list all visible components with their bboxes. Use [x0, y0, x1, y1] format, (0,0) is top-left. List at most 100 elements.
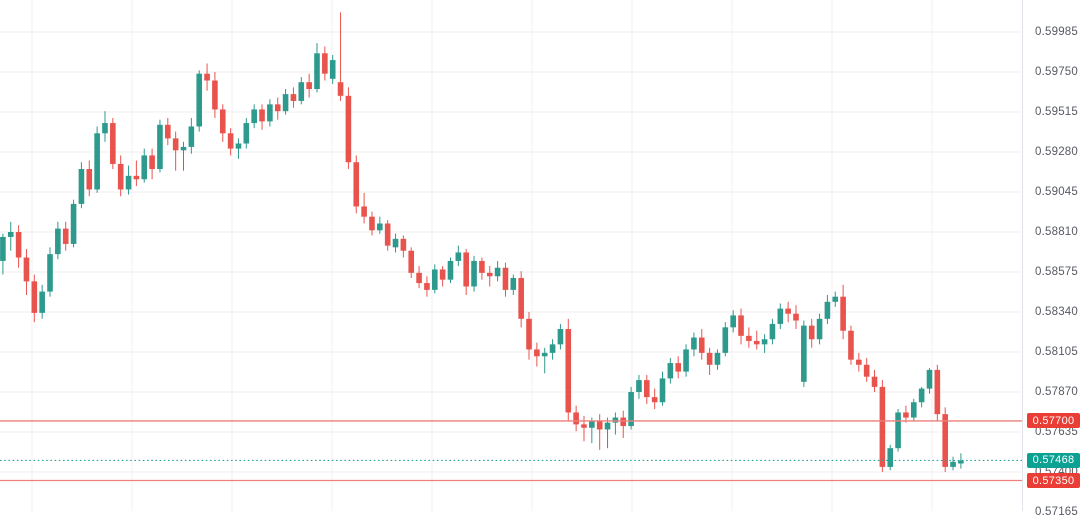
- price-axis-label: 0.57870: [1035, 385, 1078, 398]
- candle-body: [746, 335, 752, 341]
- candle-body: [502, 267, 509, 290]
- candle-body: [769, 323, 776, 340]
- last-price-badge: 0.57468: [1027, 452, 1080, 468]
- candle-body: [840, 296, 846, 331]
- candle-body: [259, 109, 265, 122]
- price-axis-label: 0.59750: [1035, 65, 1078, 78]
- price-axis-label: 0.58105: [1035, 345, 1078, 358]
- candle-body: [31, 281, 38, 313]
- candle-body: [895, 412, 901, 449]
- candle-body: [377, 223, 383, 231]
- candle-body: [581, 424, 587, 428]
- candle-body: [675, 363, 682, 372]
- candle-body: [910, 402, 917, 418]
- candle-body: [463, 252, 469, 287]
- candle-body: [479, 260, 485, 273]
- candle-body: [534, 349, 540, 357]
- candle-body: [39, 291, 45, 313]
- candle-body: [455, 252, 462, 261]
- price-axis-label: 0.58575: [1035, 265, 1078, 278]
- candle-body: [133, 175, 140, 180]
- candle-body: [596, 420, 603, 430]
- candle-body: [416, 272, 422, 284]
- candle-body: [887, 448, 894, 467]
- candle-body: [706, 352, 713, 365]
- candle-body: [942, 414, 948, 467]
- candle-body: [188, 126, 195, 147]
- candle-body: [180, 146, 187, 151]
- candle-body: [251, 109, 257, 124]
- candle-body: [486, 272, 493, 277]
- candle-body: [777, 308, 784, 324]
- candle-body: [431, 269, 438, 290]
- candle-body: [172, 138, 179, 151]
- price-axis-label: 0.57635: [1035, 425, 1078, 438]
- candle-body: [526, 318, 532, 350]
- price-axis-label: 0.58810: [1035, 225, 1078, 238]
- candle-body: [7, 232, 14, 237]
- candle-body: [856, 359, 862, 365]
- candle-body: [879, 386, 886, 467]
- candle-body: [384, 223, 391, 246]
- candle-body: [23, 257, 30, 282]
- candle-body: [353, 162, 360, 207]
- candle-body: [659, 378, 666, 403]
- candle-body: [801, 325, 807, 382]
- candle-body: [761, 339, 768, 345]
- candle-body: [400, 238, 407, 251]
- candle-body: [424, 283, 430, 290]
- price-axis-label: 0.59985: [1035, 25, 1078, 38]
- candle-body: [94, 133, 100, 190]
- candle-body: [157, 124, 163, 170]
- candle-body: [557, 329, 564, 345]
- candle-body: [816, 318, 823, 340]
- price-axis-label: 0.59515: [1035, 105, 1078, 118]
- candle-body: [950, 461, 956, 467]
- candle-body: [612, 417, 619, 423]
- candle-body: [722, 327, 729, 353]
- candle-body: [644, 380, 650, 398]
- candle-body: [329, 60, 336, 79]
- candle-body: [471, 260, 477, 287]
- candle-body: [219, 109, 226, 134]
- candle-body: [0, 236, 6, 261]
- candle-body: [549, 344, 556, 353]
- candle-body: [691, 337, 697, 350]
- candle-body: [243, 123, 250, 144]
- candle-body: [628, 392, 634, 427]
- candle-body: [55, 228, 61, 255]
- price-line-badge-57350: 0.57350: [1027, 473, 1080, 489]
- candle-body: [298, 82, 305, 101]
- candle-body: [918, 388, 925, 403]
- price-line-badge-57700: 0.57700: [1027, 413, 1080, 429]
- candle-body: [306, 82, 312, 90]
- candle-body: [541, 352, 548, 357]
- candle-body: [589, 420, 595, 428]
- price-axis-label: 0.57165: [1035, 505, 1078, 518]
- candle-body: [958, 460, 964, 464]
- candle-body: [117, 163, 124, 190]
- candle-body: [518, 277, 524, 319]
- candle-body: [70, 203, 77, 244]
- candle-body: [62, 228, 69, 244]
- candle-body: [510, 277, 517, 290]
- candle-body: [848, 330, 854, 360]
- candle-body: [267, 104, 273, 122]
- candle-body: [494, 267, 501, 277]
- candle-body: [730, 315, 736, 328]
- candle-body: [604, 422, 611, 430]
- candle-body: [314, 53, 320, 90]
- candle-body: [793, 313, 799, 321]
- candle-body: [78, 169, 85, 204]
- candle-body: [282, 94, 289, 112]
- candle-body: [47, 254, 53, 292]
- candle-body: [235, 143, 242, 149]
- price-axis[interactable]: 0.57700 0.57468 0.57350 0.59985 0.59750 0.…: [1022, 0, 1080, 518]
- candle-body: [824, 301, 831, 319]
- candle-body: [651, 397, 658, 403]
- candle-body: [392, 238, 399, 248]
- candle-body: [565, 329, 572, 413]
- candle-body: [110, 123, 116, 164]
